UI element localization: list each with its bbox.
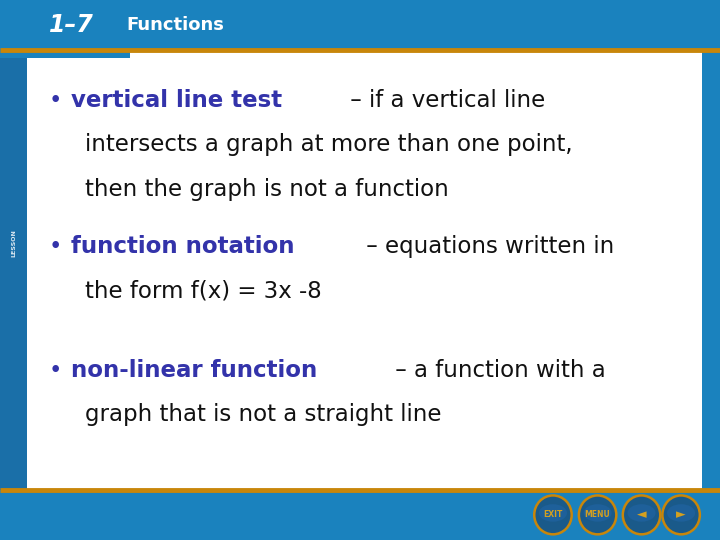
Text: – a function with a: – a function with a [388, 359, 606, 382]
Text: intersects a graph at more than one point,: intersects a graph at more than one poin… [85, 133, 572, 157]
Ellipse shape [623, 496, 660, 535]
FancyBboxPatch shape [702, 50, 720, 490]
Text: ◄: ◄ [636, 508, 647, 522]
Ellipse shape [584, 504, 612, 522]
Text: – if a vertical line: – if a vertical line [343, 89, 545, 112]
Text: •: • [49, 359, 63, 382]
FancyBboxPatch shape [0, 0, 27, 540]
Text: •: • [49, 235, 63, 258]
Text: 1–7: 1–7 [49, 13, 94, 37]
Text: MENU: MENU [585, 510, 611, 519]
Text: – equations written in: – equations written in [359, 235, 614, 258]
Text: vertical line test: vertical line test [71, 89, 282, 112]
Text: •: • [49, 89, 63, 112]
FancyBboxPatch shape [0, 490, 720, 540]
Text: Functions: Functions [126, 16, 224, 34]
Ellipse shape [539, 504, 567, 522]
Text: graph that is not a straight line: graph that is not a straight line [85, 403, 441, 427]
Text: EXIT: EXIT [544, 510, 562, 519]
Ellipse shape [628, 504, 655, 522]
Text: function notation: function notation [71, 235, 294, 258]
Ellipse shape [534, 496, 572, 535]
FancyBboxPatch shape [0, 50, 130, 58]
Text: ►: ► [676, 508, 686, 522]
Ellipse shape [662, 496, 700, 535]
Text: the form f(x) = 3x -8: the form f(x) = 3x -8 [85, 279, 322, 302]
Ellipse shape [667, 504, 696, 522]
FancyBboxPatch shape [0, 0, 720, 50]
Text: non-linear function: non-linear function [71, 359, 317, 382]
Text: LESSON: LESSON [12, 229, 16, 257]
Ellipse shape [579, 496, 616, 535]
Text: then the graph is not a function: then the graph is not a function [85, 178, 449, 201]
